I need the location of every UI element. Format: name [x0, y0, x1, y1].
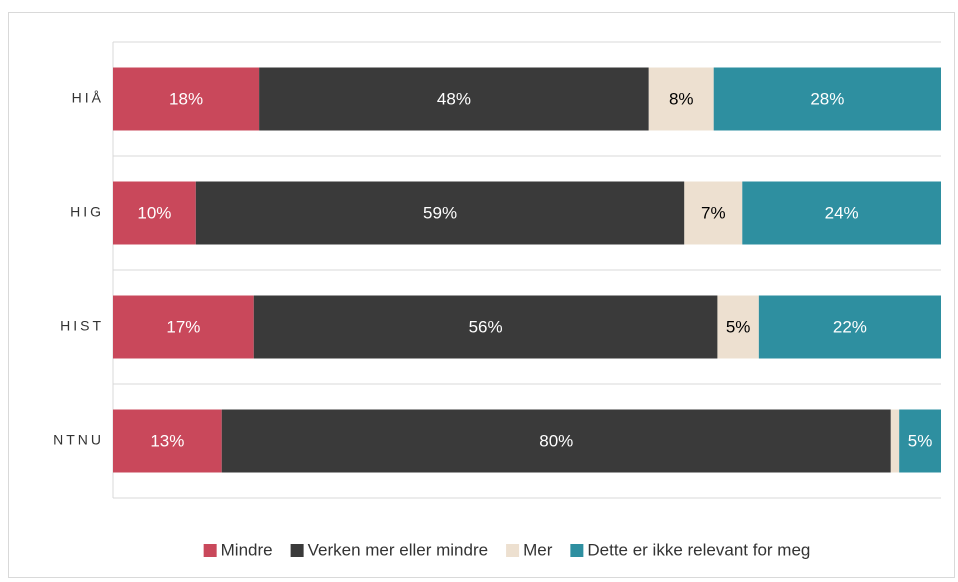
legend-label: Mer	[523, 540, 553, 559]
bar-segment	[758, 295, 941, 359]
bar-segment	[113, 409, 222, 473]
legend-label: Mindre	[221, 540, 273, 559]
value-label: 5%	[908, 431, 933, 450]
value-label: 5%	[726, 317, 751, 336]
y-tick-label: HIST	[60, 318, 104, 334]
value-label: 18%	[169, 89, 203, 108]
legend-label: Verken mer eller mindre	[308, 540, 488, 559]
bar-segment	[113, 295, 254, 359]
bar-segment	[195, 181, 685, 245]
bar-segment	[253, 295, 718, 359]
legend-swatch	[290, 544, 304, 557]
bar-segment	[717, 295, 759, 359]
bar-segment	[684, 181, 743, 245]
value-label: 7%	[701, 203, 726, 222]
y-tick-label: HIG	[70, 204, 104, 220]
legend: Mindre Verken mer eller mindre Mer Dette er…	[203, 540, 810, 559]
value-label: 24%	[825, 203, 859, 222]
bar-segment	[899, 409, 941, 473]
legend-swatch	[203, 544, 217, 557]
bar-segment	[221, 409, 891, 473]
value-label: 22%	[833, 317, 867, 336]
legend-swatch	[570, 544, 584, 557]
bar-segment	[113, 67, 260, 131]
legend-swatch	[506, 544, 520, 557]
bar-segment	[259, 67, 649, 131]
chart-border	[8, 12, 955, 578]
value-label: 56%	[469, 317, 503, 336]
bar-segment	[113, 181, 196, 245]
value-label: 80%	[539, 431, 573, 450]
value-label: 17%	[166, 317, 200, 336]
bar-segment	[890, 409, 900, 473]
value-label: 13%	[150, 431, 184, 450]
value-label: 8%	[669, 89, 694, 108]
bar-segment	[713, 67, 941, 131]
legend-label: Dette er ikke relevant for meg	[587, 540, 810, 559]
bar-segment	[742, 181, 941, 245]
y-tick-label: NTNU	[53, 432, 104, 448]
bar-segment	[648, 67, 714, 131]
value-label: 10%	[137, 203, 171, 222]
value-label: 28%	[810, 89, 844, 108]
y-tick-label: HIÅ	[72, 90, 104, 106]
value-label: 48%	[437, 89, 471, 108]
value-label: 59%	[423, 203, 457, 222]
